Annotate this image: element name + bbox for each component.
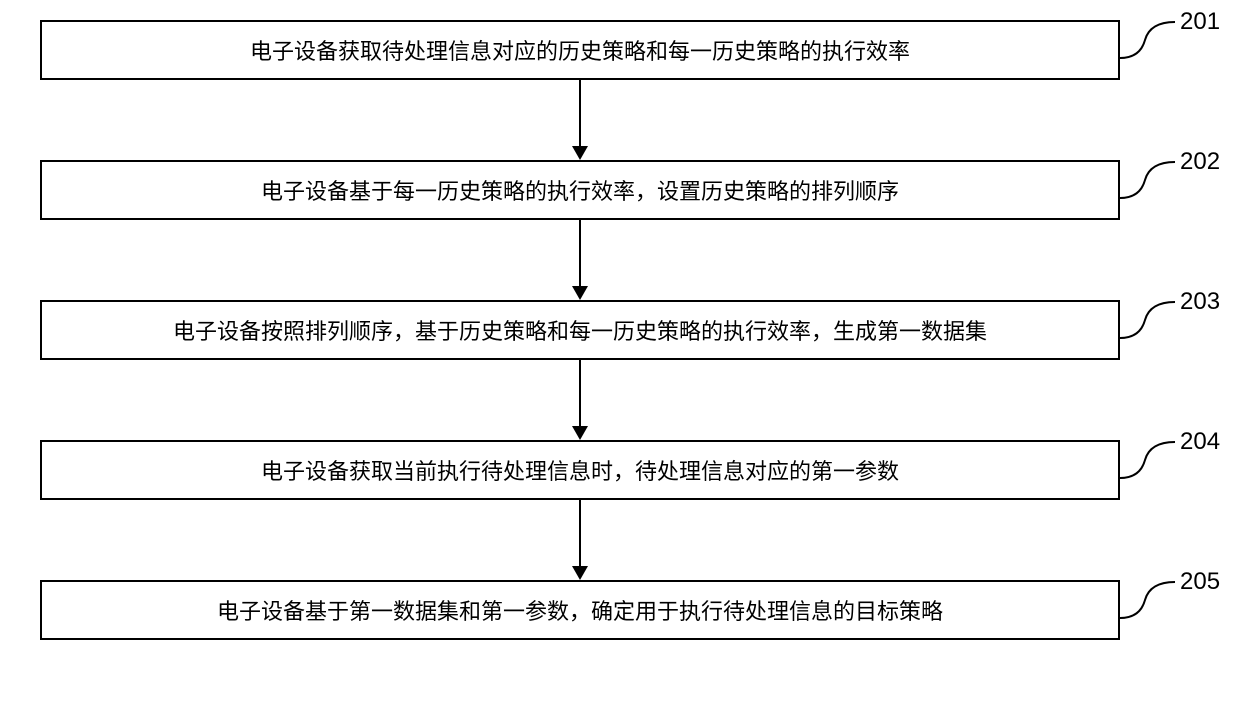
flow-step-label: 202 <box>1180 148 1220 176</box>
callout-202 <box>1120 158 1180 203</box>
flow-step-text: 电子设备获取待处理信息对应的历史策略和每一历史策略的执行效率 <box>250 34 910 66</box>
callout-205 <box>1120 578 1180 623</box>
callout-201 <box>1120 18 1180 63</box>
flow-arrow <box>579 500 581 566</box>
flow-step-203: 电子设备按照排列顺序，基于历史策略和每一历史策略的执行效率，生成第一数据集 <box>40 300 1120 360</box>
flow-step-205: 电子设备基于第一数据集和第一参数，确定用于执行待处理信息的目标策略 <box>40 580 1120 640</box>
flow-step-201: 电子设备获取待处理信息对应的历史策略和每一历史策略的执行效率 <box>40 20 1120 80</box>
flow-arrow <box>579 80 581 146</box>
flow-arrow-head <box>572 146 588 160</box>
flow-step-204: 电子设备获取当前执行待处理信息时，待处理信息对应的第一参数 <box>40 440 1120 500</box>
flow-step-text: 电子设备基于第一数据集和第一参数，确定用于执行待处理信息的目标策略 <box>217 594 943 626</box>
flow-step-text: 电子设备按照排列顺序，基于历史策略和每一历史策略的执行效率，生成第一数据集 <box>173 314 987 346</box>
flow-arrow <box>579 220 581 286</box>
flow-arrow-head <box>572 286 588 300</box>
flow-step-label: 204 <box>1180 428 1220 456</box>
flow-step-label: 201 <box>1180 8 1220 36</box>
flow-step-label: 205 <box>1180 568 1220 596</box>
flow-step-text: 电子设备获取当前执行待处理信息时，待处理信息对应的第一参数 <box>261 454 899 486</box>
flow-step-text: 电子设备基于每一历史策略的执行效率，设置历史策略的排列顺序 <box>261 174 899 206</box>
flow-arrow <box>579 360 581 426</box>
flow-arrow-head <box>572 566 588 580</box>
flow-step-202: 电子设备基于每一历史策略的执行效率，设置历史策略的排列顺序 <box>40 160 1120 220</box>
callout-203 <box>1120 298 1180 343</box>
flow-arrow-head <box>572 426 588 440</box>
flow-step-label: 203 <box>1180 288 1220 316</box>
flowchart-canvas: 电子设备获取待处理信息对应的历史策略和每一历史策略的执行效率 201 电子设备基… <box>0 0 1240 708</box>
callout-204 <box>1120 438 1180 483</box>
